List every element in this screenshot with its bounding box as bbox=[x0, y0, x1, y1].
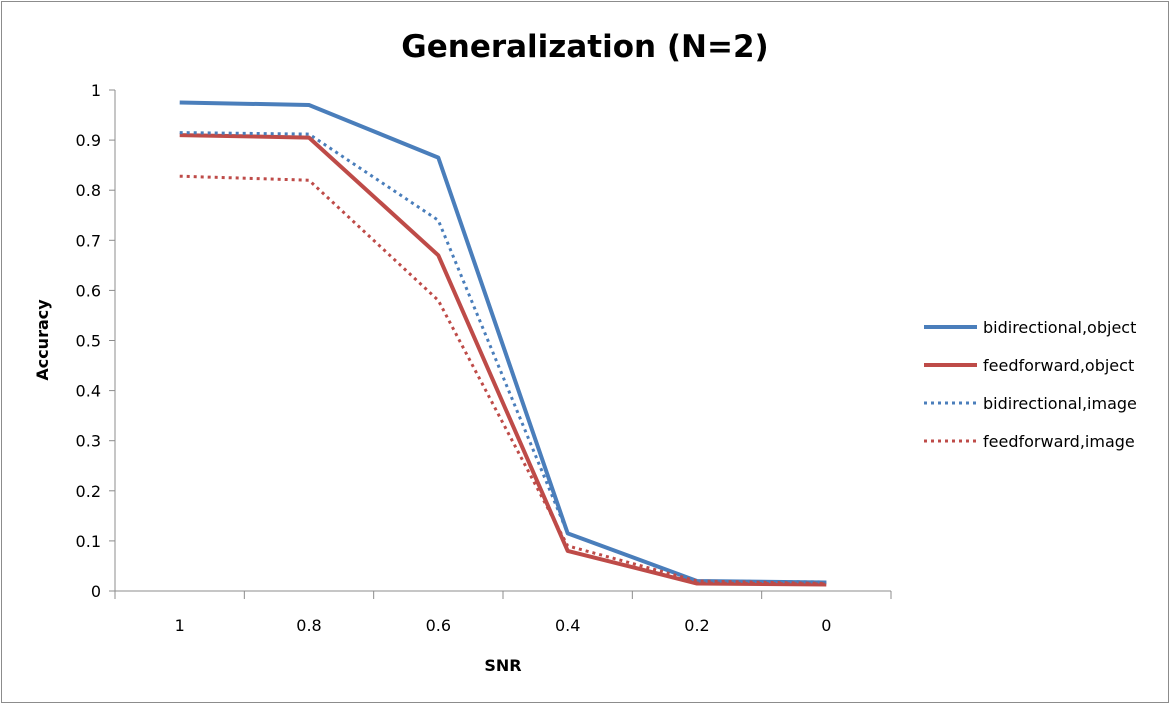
x-axis-title: SNR bbox=[484, 656, 521, 675]
series-line-feedforward-object bbox=[179, 133, 827, 587]
y-tick-label: 0.7 bbox=[76, 231, 101, 250]
y-tick-label: 0 bbox=[91, 582, 101, 601]
y-tick-label: 1 bbox=[91, 81, 101, 100]
x-tick-label: 1 bbox=[175, 616, 185, 635]
y-axis-title: Accuracy bbox=[33, 299, 52, 381]
y-tick-label: 0.6 bbox=[76, 281, 101, 300]
legend-label: feedforward,object bbox=[983, 356, 1134, 375]
chart-title: Generalization (N=2) bbox=[401, 29, 768, 65]
x-axis: 1 0.8 0.6 0.4 0.2 0 bbox=[114, 590, 892, 635]
legend: bidirectional,object feedforward,object bi… bbox=[924, 318, 1137, 451]
x-tick-label: 0.6 bbox=[426, 616, 451, 635]
y-tick-label: 0.2 bbox=[76, 482, 101, 501]
y-axis: 0 0.1 0.2 0.3 0.4 0.5 0.6 0.7 0.8 0.9 1 bbox=[76, 81, 116, 601]
legend-label: feedforward,image bbox=[983, 432, 1135, 451]
x-tick-label: 0.4 bbox=[555, 616, 580, 635]
y-tick-label: 0.8 bbox=[76, 181, 101, 200]
x-tick-label: 0.8 bbox=[296, 616, 321, 635]
legend-label: bidirectional,image bbox=[983, 394, 1137, 413]
series-line-bidirectional-object bbox=[179, 100, 827, 585]
series-line-feedforward-image bbox=[179, 174, 827, 585]
y-tick-label: 0.9 bbox=[76, 131, 101, 150]
y-tick-label: 0.1 bbox=[76, 532, 101, 551]
legend-label: bidirectional,object bbox=[983, 318, 1136, 337]
plot-area bbox=[179, 100, 827, 587]
y-tick-label: 0.5 bbox=[76, 332, 101, 351]
x-tick-label: 0 bbox=[821, 616, 831, 635]
y-tick-label: 0.3 bbox=[76, 432, 101, 451]
x-tick-label: 0.2 bbox=[684, 616, 709, 635]
y-tick-label: 0.4 bbox=[76, 382, 101, 401]
series-line-bidirectional-image bbox=[179, 131, 827, 584]
